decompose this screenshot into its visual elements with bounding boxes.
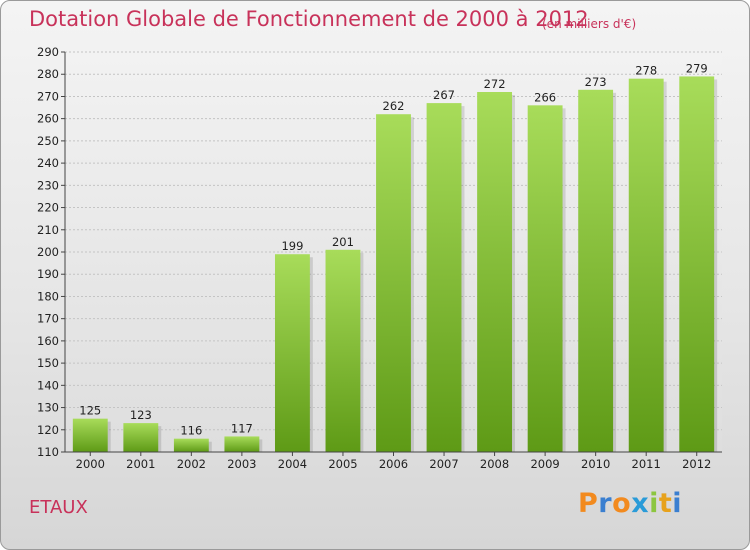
x-tick-label: 2004 xyxy=(278,457,307,471)
x-tick-label: 2000 xyxy=(76,457,105,471)
y-tick-label: 160 xyxy=(37,334,59,348)
y-axis: 110 120 130 140 150 160 170 180 190 200 210 220 230 2… xyxy=(37,45,66,459)
bar-value-label: 201 xyxy=(332,235,354,249)
y-tick-label: 110 xyxy=(37,445,59,459)
y-tick-label: 140 xyxy=(37,378,59,392)
x-tick-label: 2010 xyxy=(581,457,610,471)
y-tick-label: 150 xyxy=(37,356,59,370)
bar-value-label: 123 xyxy=(130,408,152,422)
bar-value-label: 272 xyxy=(484,77,506,91)
bar-2011 xyxy=(628,78,664,453)
bar-2002 xyxy=(173,438,209,452)
y-tick-label: 190 xyxy=(37,267,59,281)
y-tick-label: 270 xyxy=(37,89,59,103)
y-tick-label: 220 xyxy=(37,201,59,215)
bar-2009 xyxy=(527,105,563,452)
y-tick-label: 120 xyxy=(37,423,59,437)
y-tick-label: 200 xyxy=(37,245,59,259)
x-tick-label: 2005 xyxy=(328,457,357,471)
bar-value-label: 199 xyxy=(281,239,303,253)
y-tick-label: 180 xyxy=(37,289,59,303)
x-tick-label: 2007 xyxy=(429,457,458,471)
y-tick-label: 260 xyxy=(37,112,59,126)
x-tick-label: 2009 xyxy=(530,457,559,471)
logo-letter: r xyxy=(598,488,613,519)
bar-2008 xyxy=(477,92,513,452)
bar-value-label: 278 xyxy=(635,64,657,78)
y-tick-label: 250 xyxy=(37,134,59,148)
bar-value-label: 116 xyxy=(180,424,202,438)
unit-note: (en milliers d'€) xyxy=(542,17,637,31)
bar-value-label: 117 xyxy=(231,421,253,435)
x-tick-label: 2006 xyxy=(379,457,408,471)
logo-letter: o xyxy=(612,488,632,519)
bar-2000 xyxy=(72,418,108,452)
bar-2007 xyxy=(426,103,462,452)
x-tick-label: 2001 xyxy=(126,457,155,471)
x-tick-label: 2011 xyxy=(632,457,661,471)
bar-value-label: 267 xyxy=(433,88,455,102)
bar-value-label: 279 xyxy=(686,61,708,75)
commune-name: ETAUX xyxy=(29,497,88,518)
x-tick-label: 2008 xyxy=(480,457,509,471)
bars: 125 123 116 117 199 201 262 267 272 266 273 278 279 xyxy=(72,61,718,453)
bar-2006 xyxy=(376,114,411,452)
bar-2012 xyxy=(679,76,715,452)
y-tick-label: 130 xyxy=(37,401,59,415)
logo-letter: t xyxy=(658,488,673,519)
y-tick-label: 210 xyxy=(37,223,59,237)
y-tick-label: 230 xyxy=(37,178,59,192)
bar-2001 xyxy=(123,423,159,452)
logo-letter: i xyxy=(672,488,683,519)
y-tick-label: 170 xyxy=(37,312,59,326)
bar-value-label: 125 xyxy=(79,404,101,418)
bar-2004 xyxy=(274,254,310,452)
bar-value-label: 273 xyxy=(585,75,607,89)
y-tick-label: 240 xyxy=(37,156,59,170)
x-tick-label: 2002 xyxy=(177,457,206,471)
y-tick-label: 280 xyxy=(37,67,59,81)
x-tick-label: 2012 xyxy=(682,457,711,471)
bar-value-label: 262 xyxy=(383,99,405,113)
bar-2005 xyxy=(325,249,361,452)
x-axis: 2000 2001 2002 2003 2004 2005 2006 2007 2008 2009… xyxy=(65,451,722,471)
logo-letter: x xyxy=(631,488,650,519)
y-tick-label: 290 xyxy=(37,45,59,59)
logo-letter: i xyxy=(649,488,659,519)
bar-2003 xyxy=(224,436,260,452)
x-tick-label: 2003 xyxy=(227,457,256,471)
chart-title: Dotation Globale de Fonctionnement de 20… xyxy=(29,7,589,31)
proxiti-logo: Proxiti xyxy=(578,488,682,519)
logo-letter: P xyxy=(578,488,599,519)
bar-value-label: 266 xyxy=(534,90,556,104)
bar-2010 xyxy=(578,89,614,453)
